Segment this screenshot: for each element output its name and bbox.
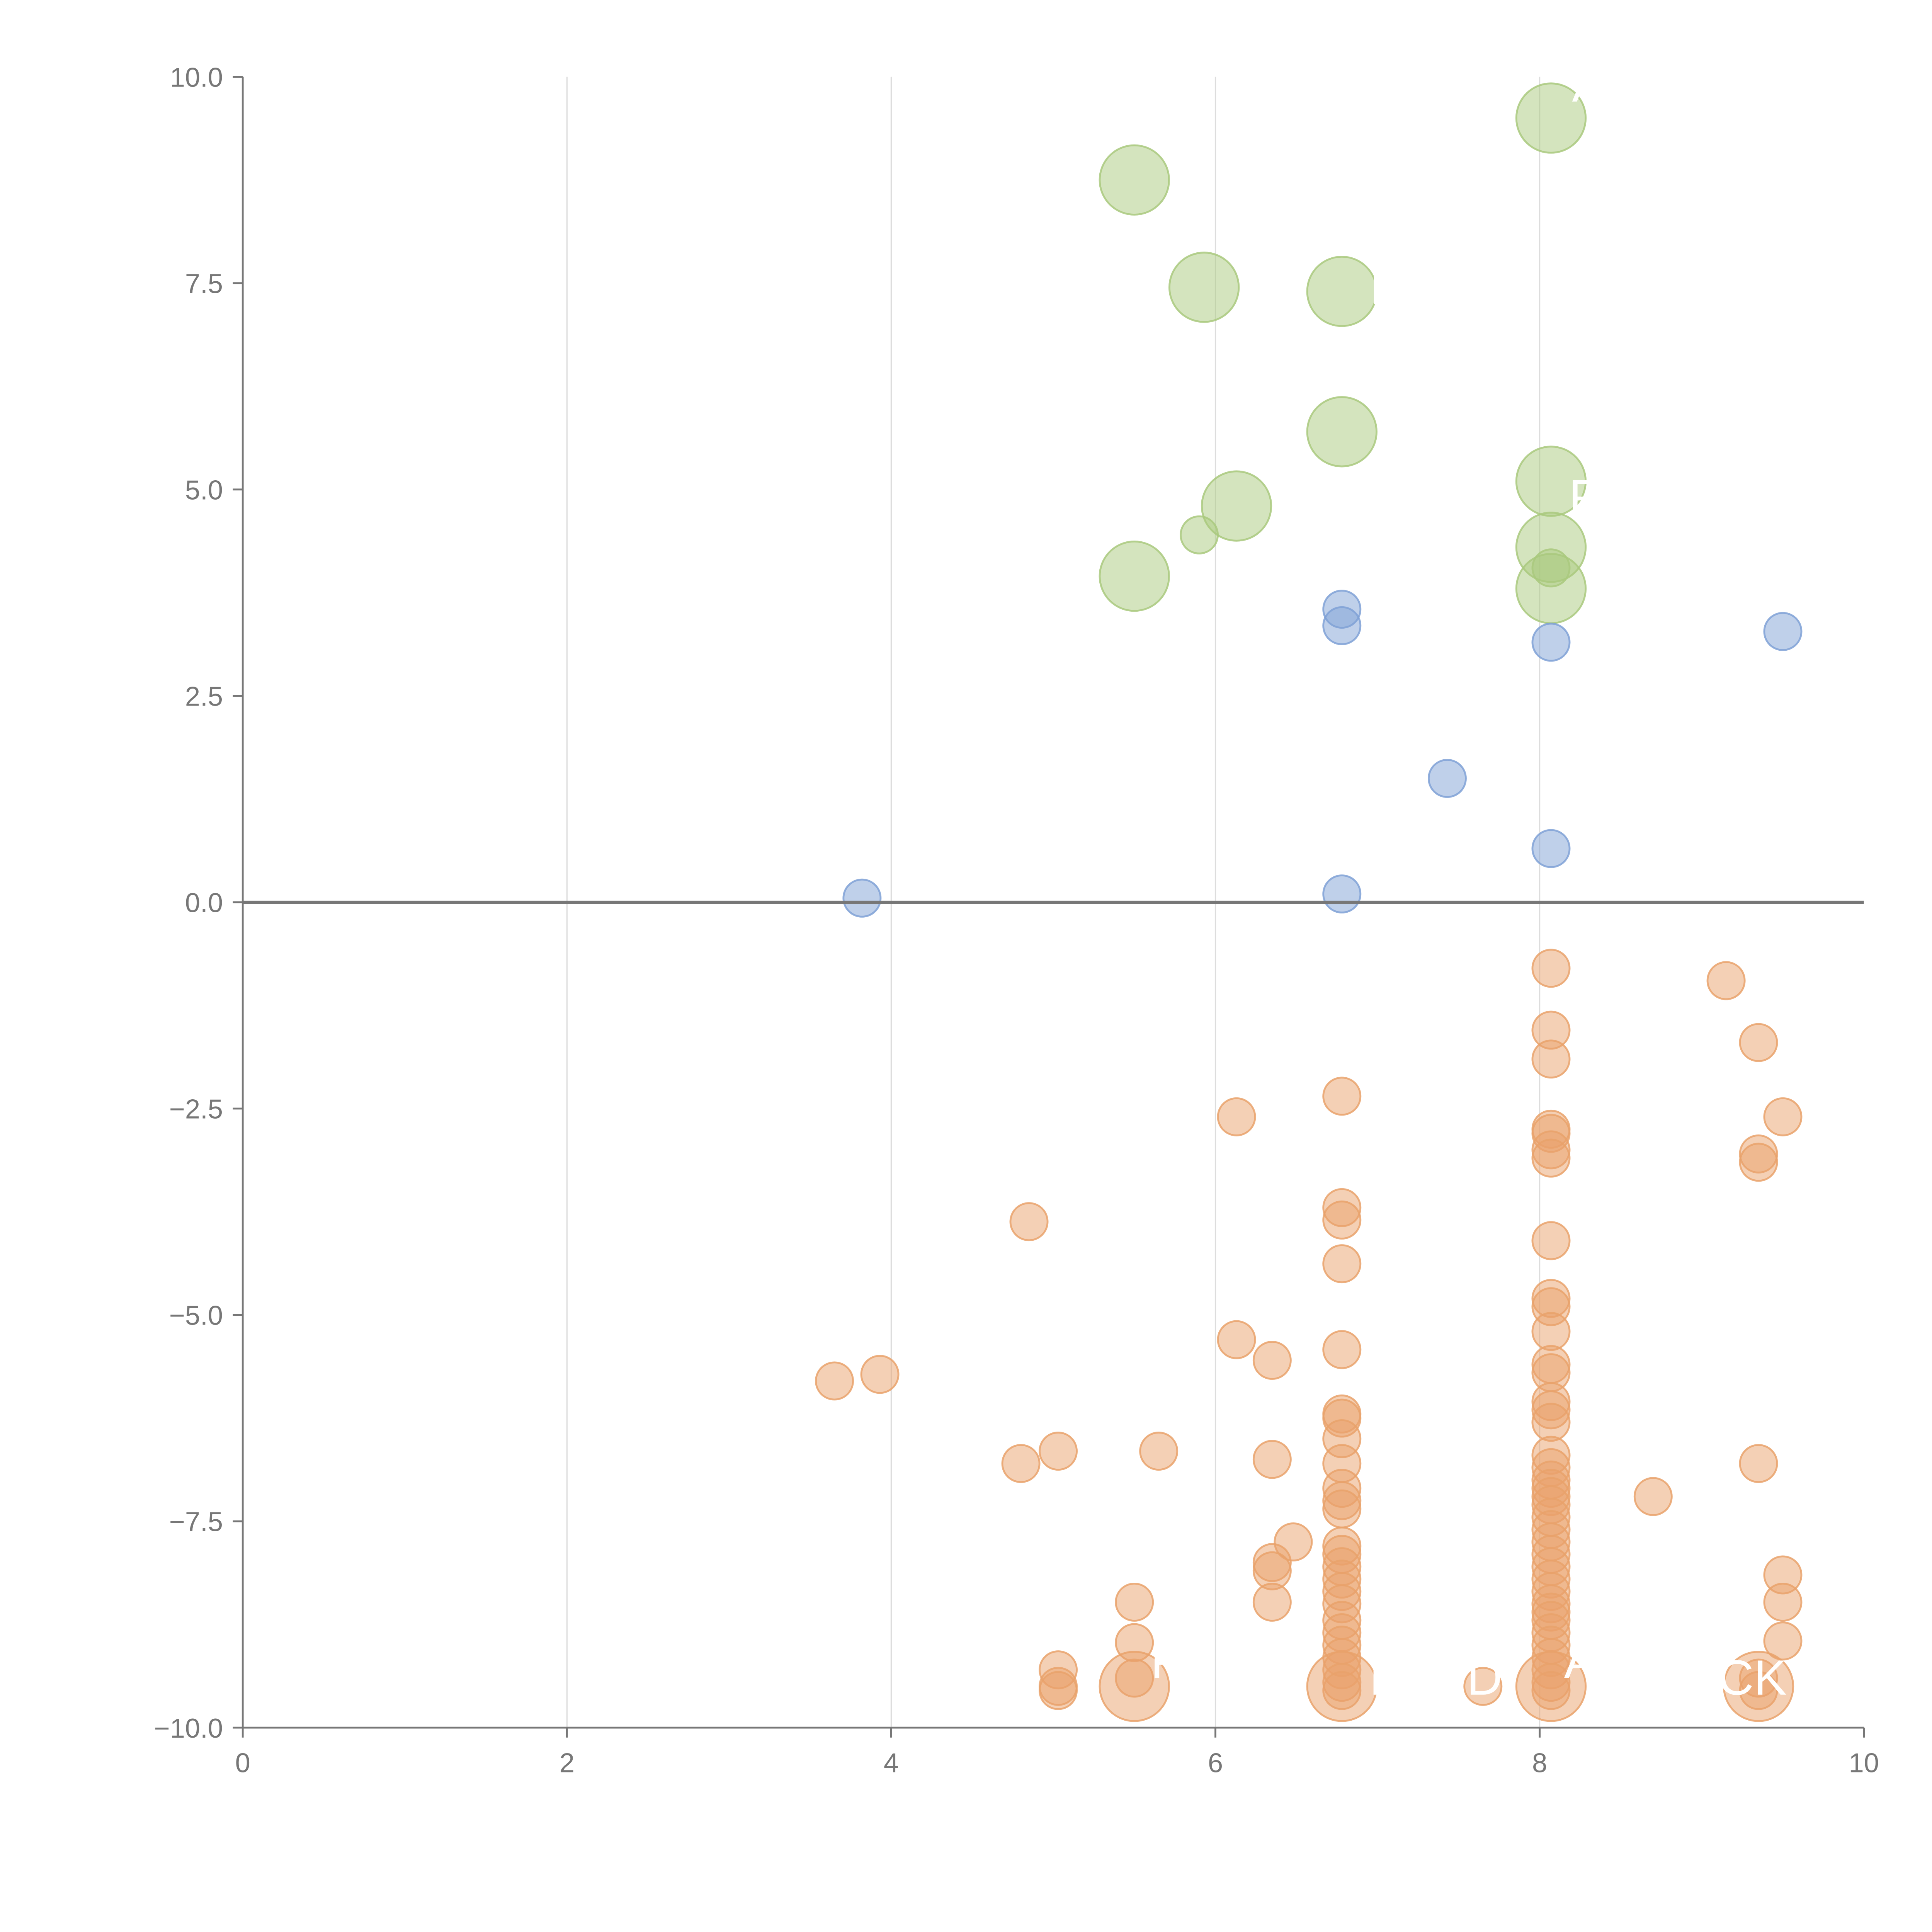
data-point xyxy=(1306,396,1378,468)
data-point xyxy=(1115,1582,1154,1622)
data-point xyxy=(1531,1221,1571,1260)
data-point xyxy=(1099,144,1170,216)
axes xyxy=(242,77,1864,1729)
data-point xyxy=(1217,1097,1256,1136)
data-point xyxy=(1531,1039,1571,1079)
data-point xyxy=(1252,1582,1292,1622)
data-point xyxy=(842,878,882,918)
data-point xyxy=(1039,1671,1078,1710)
data-point xyxy=(1322,1330,1362,1369)
data-point xyxy=(1180,515,1219,554)
data-point xyxy=(1217,1320,1256,1359)
data-point xyxy=(1322,1489,1362,1529)
data-point xyxy=(1168,252,1240,323)
data-point xyxy=(1531,949,1571,988)
data-point xyxy=(1306,1651,1378,1722)
point-label: D xyxy=(1467,1650,1503,1706)
data-point xyxy=(1763,1621,1803,1661)
y-tick-label: −7.5 xyxy=(169,1507,223,1537)
point-label: CK xyxy=(1718,1650,1787,1706)
data-point xyxy=(1427,759,1467,798)
data-point xyxy=(1531,1138,1571,1178)
data-point xyxy=(1531,1312,1571,1351)
y-tick-label: 2.5 xyxy=(185,681,223,712)
data-point xyxy=(1099,540,1170,612)
data-point xyxy=(1739,1143,1778,1182)
data-point xyxy=(1706,961,1746,1000)
x-tick-label: 0 xyxy=(235,1748,250,1778)
data-point xyxy=(1463,1667,1503,1706)
x-tick-label: 2 xyxy=(560,1748,575,1778)
x-tick-label: 8 xyxy=(1532,1748,1547,1778)
y-tick-label: −2.5 xyxy=(169,1094,223,1124)
data-point xyxy=(1322,1077,1362,1116)
data-point xyxy=(1306,255,1378,327)
axis-ticks: 0 2 4 6 8 10 10.0 7.5 5.0 2.5 0.0 −2.5 −5.0 −7.5 −10.0 xyxy=(154,62,1879,1778)
point-label: B xyxy=(1369,1650,1403,1706)
point-label: A xyxy=(1572,57,1605,112)
data-point xyxy=(1723,1651,1794,1722)
point-label: F xyxy=(1569,470,1599,525)
data-point xyxy=(1531,1403,1571,1442)
point-label: R xyxy=(1369,573,1405,628)
data-point xyxy=(1099,1651,1170,1722)
data-point xyxy=(1009,1202,1049,1242)
data-point xyxy=(1763,612,1803,651)
point-label: P xyxy=(1151,1634,1184,1689)
data-point xyxy=(1252,1341,1292,1380)
data-point xyxy=(1763,1582,1803,1622)
data-point xyxy=(1252,1440,1292,1479)
data-point xyxy=(1633,1477,1673,1516)
y-tick-label: 10.0 xyxy=(170,62,223,92)
data-point xyxy=(860,1355,900,1394)
data-point xyxy=(1531,829,1571,868)
series-orange xyxy=(815,949,1803,1722)
series-blue xyxy=(842,590,1803,918)
data-point xyxy=(815,1361,854,1401)
data-points xyxy=(815,82,1803,1722)
data-point xyxy=(1763,1097,1803,1136)
data-point xyxy=(1322,1244,1362,1284)
data-point xyxy=(1322,606,1362,645)
data-point xyxy=(1739,1444,1778,1483)
data-point xyxy=(1515,82,1587,154)
x-tick-label: 6 xyxy=(1208,1748,1223,1778)
point-label: A xyxy=(1564,1634,1597,1689)
data-point xyxy=(1515,553,1587,624)
data-point xyxy=(1322,1200,1362,1240)
x-tick-label: 4 xyxy=(884,1748,899,1778)
y-tick-label: 7.5 xyxy=(185,268,223,299)
data-point xyxy=(1201,470,1272,542)
point-label: I xyxy=(1369,259,1383,315)
x-tick-label: 10 xyxy=(1849,1748,1879,1778)
data-point xyxy=(1739,1023,1778,1062)
series-green xyxy=(1099,82,1587,624)
data-point xyxy=(1322,874,1362,914)
y-tick-label: 0.0 xyxy=(185,888,223,918)
data-point xyxy=(1039,1432,1078,1471)
data-point xyxy=(1139,1432,1179,1471)
y-tick-label: −10.0 xyxy=(154,1713,223,1743)
y-tick-label: 5.0 xyxy=(185,474,223,505)
data-point xyxy=(1531,622,1571,662)
data-point xyxy=(1001,1444,1041,1483)
point-labels: A I F R P A B D CK xyxy=(1151,57,1787,1706)
y-tick-label: −5.0 xyxy=(169,1300,223,1331)
data-point xyxy=(1515,1651,1587,1722)
